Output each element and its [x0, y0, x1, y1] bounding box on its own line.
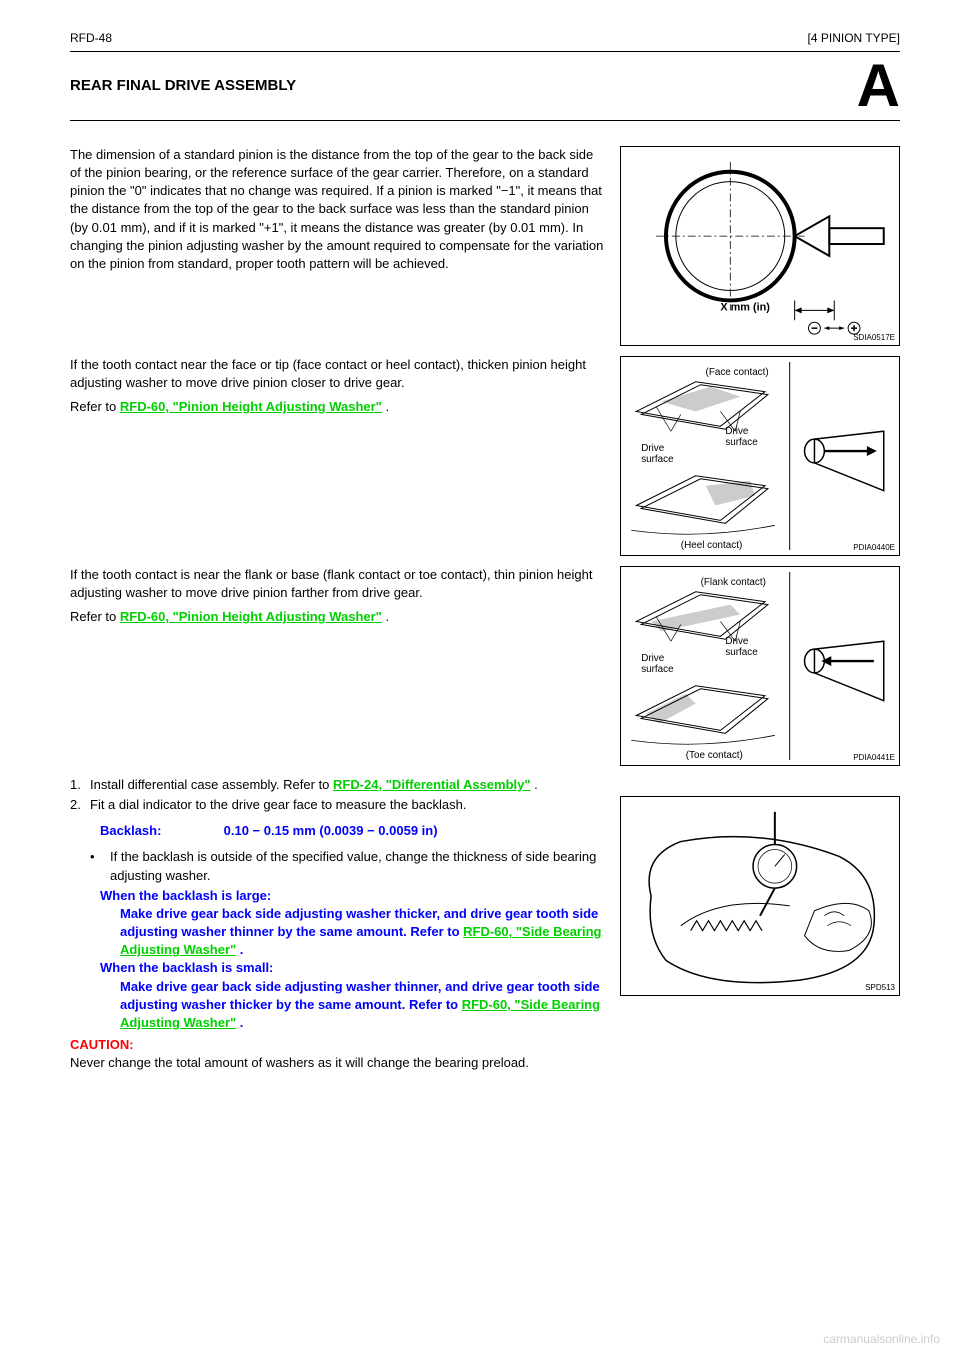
title-left: REAR FINAL DRIVE ASSEMBLY: [70, 75, 296, 96]
ref-suffix: .: [382, 609, 389, 624]
svg-text:(Heel contact): (Heel contact): [681, 540, 742, 551]
backlash-label: Backlash:: [100, 822, 220, 840]
small-after: .: [236, 1015, 243, 1030]
svg-text:surface: surface: [725, 647, 758, 658]
page-header: RFD-48 [4 PINION TYPE]: [70, 30, 900, 47]
pinion-distance-figure: X mm (in) SDIA0517E: [620, 146, 900, 346]
adjust-text: If the backlash is outside of the specif…: [110, 848, 605, 884]
figure-id: SPD513: [865, 982, 895, 993]
title-bar: REAR FINAL DRIVE ASSEMBLY A: [70, 51, 900, 121]
step-num-2: 2.: [70, 796, 90, 814]
section-3: If the tooth contact is near the flank o…: [70, 566, 900, 766]
pinion-washer-link-1[interactable]: RFD-60, "Pinion Height Adjusting Washer": [120, 399, 382, 414]
section3-text: If the tooth contact is near the flank o…: [70, 566, 605, 766]
section2-figure-col: (Face contact) Drive surface Drive surfa…: [620, 356, 900, 556]
section3-ref: Refer to RFD-60, "Pinion Height Adjustin…: [70, 608, 605, 626]
face-heel-contact-figure: (Face contact) Drive surface Drive surfa…: [620, 356, 900, 556]
svg-text:(Flank contact): (Flank contact): [701, 577, 766, 588]
step1-text: Install differential case assembly. Refe…: [90, 777, 333, 792]
caution-label: CAUTION:: [70, 1036, 605, 1054]
dial-indicator-figure: SPD513: [620, 796, 900, 996]
backlash-section: 2. Fit a dial indicator to the drive gea…: [70, 796, 900, 1073]
section3-figure-col: (Flank contact) Drive surface Drive surf…: [620, 566, 900, 766]
bullet-marker: •: [90, 848, 110, 884]
svg-text:surface: surface: [641, 664, 674, 675]
backlash-spec: Backlash: 0.10 − 0.15 mm (0.0039 − 0.005…: [100, 822, 605, 840]
large-detail: Make drive gear back side adjusting wash…: [70, 905, 605, 960]
adjust-bullet: • If the backlash is outside of the spec…: [70, 848, 605, 884]
section-1: The dimension of a standard pinion is th…: [70, 146, 900, 346]
small-detail: Make drive gear back side adjusting wash…: [70, 978, 605, 1033]
svg-text:X mm (in): X mm (in): [720, 301, 770, 313]
section3-para: If the tooth contact is near the flank o…: [70, 566, 605, 602]
svg-text:Drive: Drive: [641, 443, 665, 454]
large-after: .: [236, 942, 243, 957]
section-2: If the tooth contact near the face or ti…: [70, 356, 900, 556]
step-1-content: Install differential case assembly. Refe…: [90, 776, 538, 794]
section2-text: If the tooth contact near the face or ti…: [70, 356, 605, 556]
svg-text:Drive: Drive: [641, 653, 665, 664]
svg-text:Drive: Drive: [725, 636, 749, 647]
step-2: 2. Fit a dial indicator to the drive gea…: [70, 796, 605, 814]
backlash-text-col: 2. Fit a dial indicator to the drive gea…: [70, 796, 605, 1073]
differential-assembly-link[interactable]: RFD-24, "Differential Assembly": [333, 777, 531, 792]
ref-suffix: .: [382, 399, 389, 414]
title-letter: A: [857, 56, 900, 116]
section1-text: The dimension of a standard pinion is th…: [70, 146, 605, 346]
ref-prefix: Refer to: [70, 399, 120, 414]
step1-suffix: .: [531, 777, 538, 792]
section2-para: If the tooth contact near the face or ti…: [70, 356, 605, 392]
flank-toe-contact-figure: (Flank contact) Drive surface Drive surf…: [620, 566, 900, 766]
caution-text: Never change the total amount of washers…: [70, 1054, 605, 1072]
step2-text: Fit a dial indicator to the drive gear f…: [90, 796, 466, 814]
watermark: carmanualsonline.info: [823, 1331, 940, 1348]
svg-text:surface: surface: [641, 454, 674, 465]
when-large: When the backlash is large:: [70, 887, 605, 905]
page-number: RFD-48: [70, 30, 112, 47]
figure-id: PDIA0441E: [853, 752, 895, 763]
pinion-type: [4 PINION TYPE]: [808, 30, 900, 47]
backlash-value: 0.10 − 0.15 mm (0.0039 − 0.0059 in): [224, 823, 438, 838]
backlash-figure-col: SPD513: [620, 796, 900, 1073]
pinion-washer-link-2[interactable]: RFD-60, "Pinion Height Adjusting Washer": [120, 609, 382, 624]
figure-id: SDIA0517E: [853, 332, 895, 343]
svg-text:surface: surface: [725, 437, 758, 448]
ref-prefix: Refer to: [70, 609, 120, 624]
section1-figure-col: X mm (in) SDIA0517E: [620, 146, 900, 346]
svg-text:Drive: Drive: [725, 426, 749, 437]
when-small: When the backlash is small:: [70, 959, 605, 977]
section1-para: The dimension of a standard pinion is th…: [70, 146, 605, 273]
step-1: 1. Install differential case assembly. R…: [70, 776, 900, 794]
svg-text:(Toe contact): (Toe contact): [686, 750, 743, 761]
step-num: 1.: [70, 776, 90, 794]
section2-ref: Refer to RFD-60, "Pinion Height Adjustin…: [70, 398, 605, 416]
svg-text:(Face contact): (Face contact): [706, 367, 769, 378]
figure-id: PDIA0440E: [853, 542, 895, 553]
